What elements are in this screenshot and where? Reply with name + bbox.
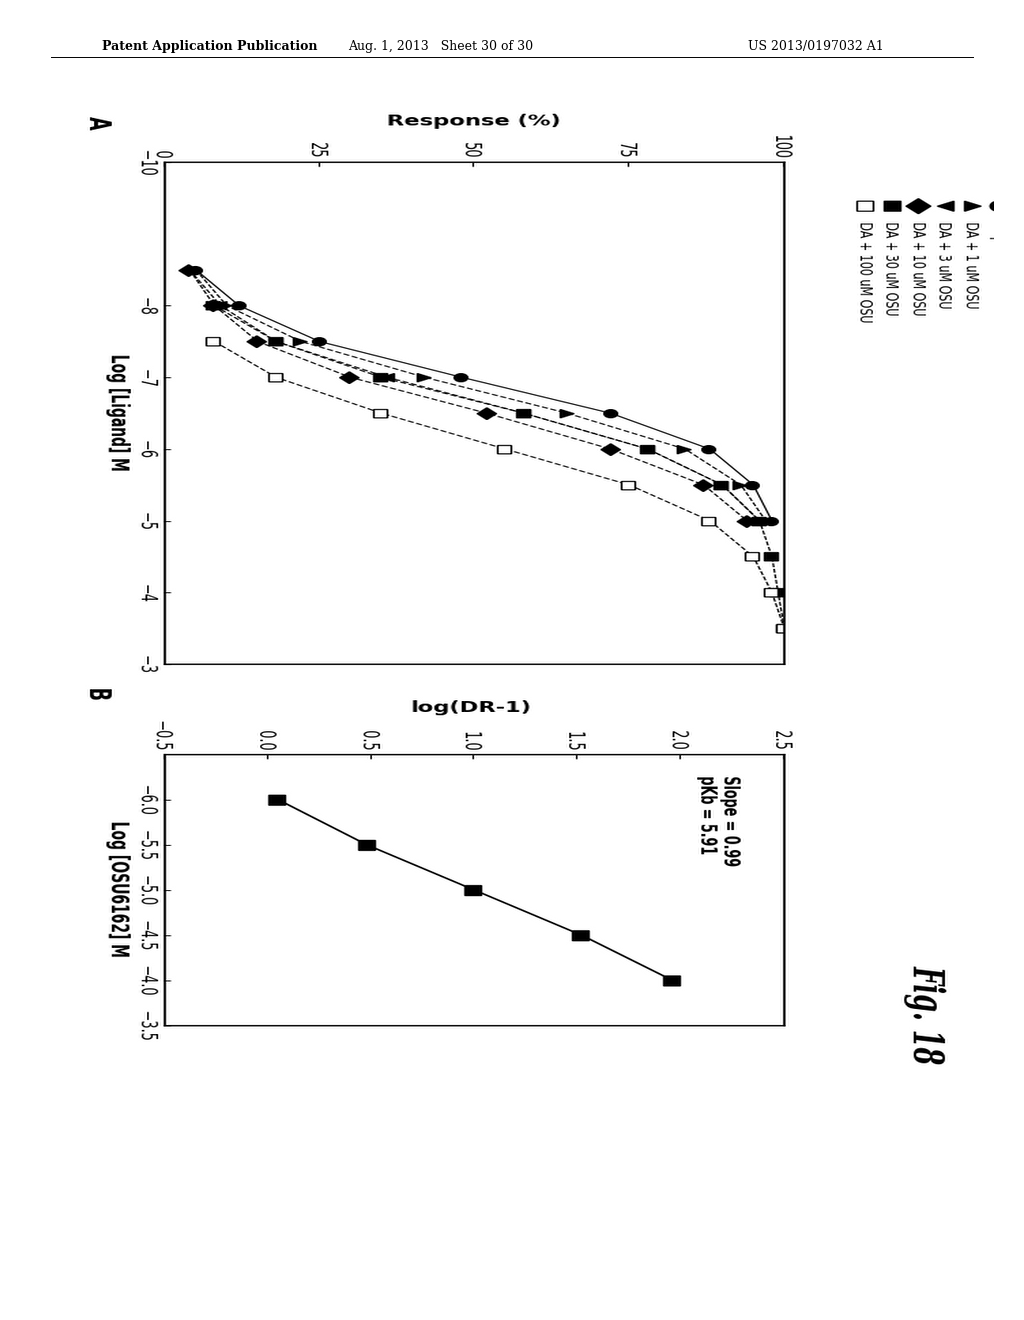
Text: Aug. 1, 2013   Sheet 30 of 30: Aug. 1, 2013 Sheet 30 of 30	[348, 40, 532, 53]
Text: Patent Application Publication: Patent Application Publication	[102, 40, 317, 53]
Text: US 2013/0197032 A1: US 2013/0197032 A1	[748, 40, 884, 53]
